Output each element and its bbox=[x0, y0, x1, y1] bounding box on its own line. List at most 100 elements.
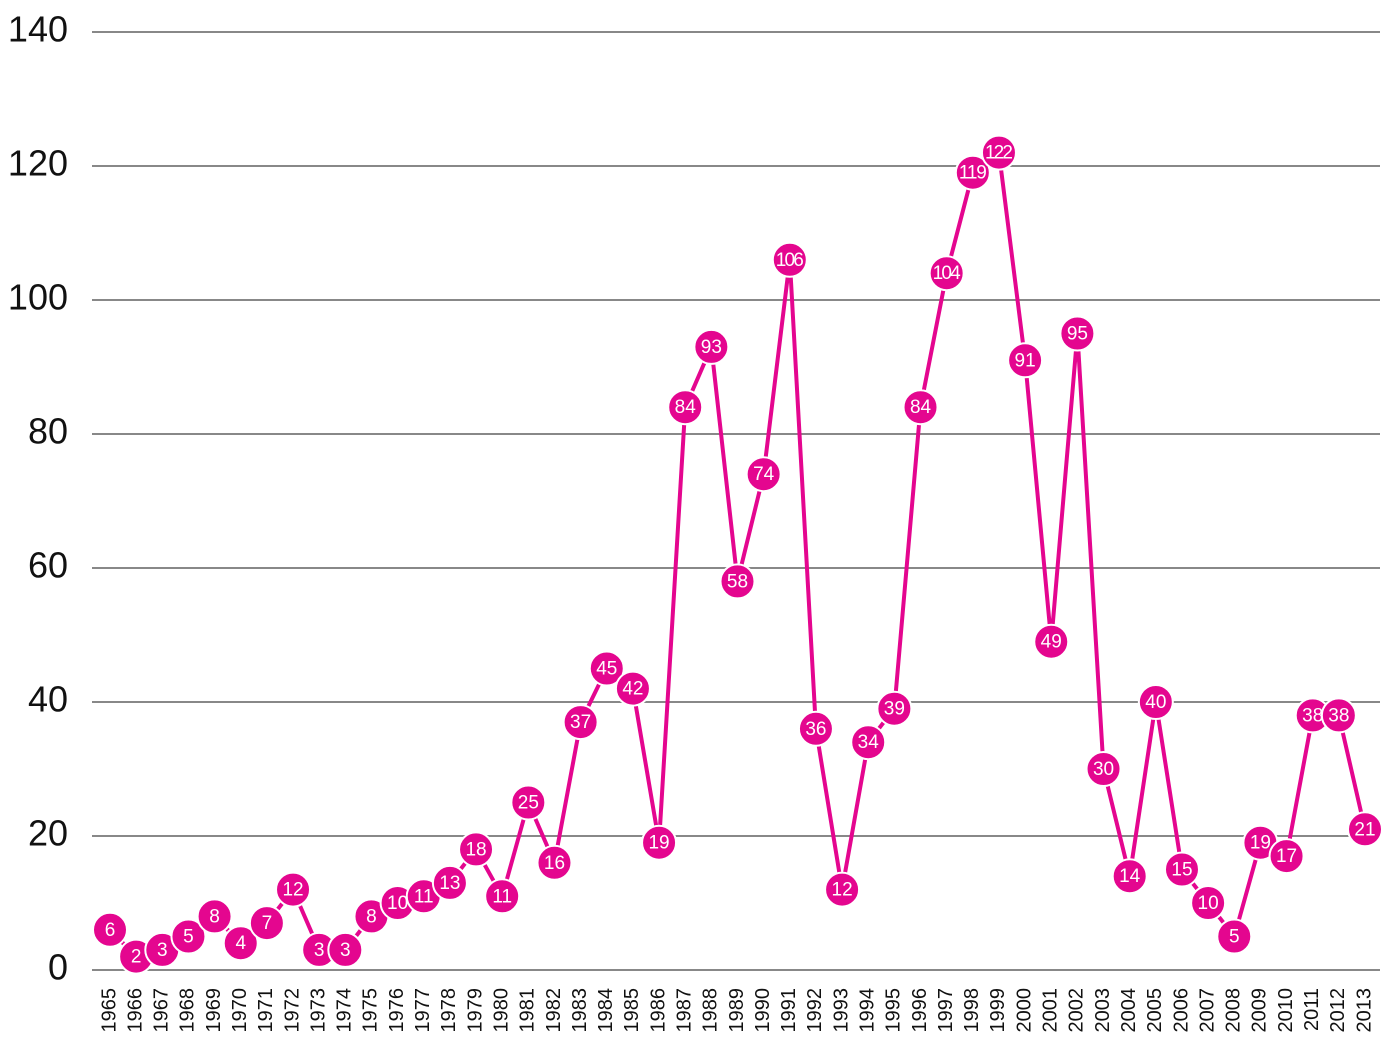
data-label: 25 bbox=[518, 793, 539, 814]
data-point bbox=[928, 255, 965, 292]
x-tick-label: 1993 bbox=[830, 988, 852, 1033]
data-label: 13 bbox=[439, 873, 460, 894]
x-tick-label: 1992 bbox=[804, 988, 826, 1033]
x-tick-label: 1984 bbox=[595, 988, 617, 1033]
data-point bbox=[614, 670, 651, 707]
data-point bbox=[1268, 838, 1305, 875]
x-tick-label: 1991 bbox=[778, 988, 800, 1033]
y-tick-label: 0 bbox=[48, 947, 68, 988]
data-label: 38 bbox=[1328, 705, 1349, 726]
data-label: 106 bbox=[776, 250, 804, 271]
data-label: 16 bbox=[544, 853, 565, 874]
data-label: 119 bbox=[959, 163, 987, 184]
y-tick-label: 60 bbox=[28, 545, 68, 586]
x-tick-label: 1972 bbox=[281, 988, 303, 1033]
x-tick-label: 1995 bbox=[883, 988, 905, 1033]
x-tick-label: 1994 bbox=[857, 988, 879, 1033]
data-point bbox=[484, 878, 521, 915]
data-label: 34 bbox=[858, 732, 880, 753]
data-point bbox=[327, 931, 364, 968]
data-point bbox=[1163, 851, 1200, 888]
data-point bbox=[1347, 811, 1383, 848]
x-tick-label: 1970 bbox=[229, 988, 251, 1033]
x-tick-label: 1998 bbox=[961, 988, 983, 1033]
data-point bbox=[562, 704, 599, 741]
x-tick-label: 1980 bbox=[490, 988, 512, 1033]
data-label: 15 bbox=[1171, 860, 1192, 881]
data-label: 10 bbox=[1198, 893, 1219, 914]
data-label: 37 bbox=[570, 712, 591, 733]
x-tick-label: 1983 bbox=[569, 988, 591, 1033]
data-point bbox=[954, 154, 991, 191]
data-point bbox=[222, 925, 259, 962]
x-tick-label: 1976 bbox=[386, 988, 408, 1033]
data-label: 2 bbox=[131, 947, 142, 968]
data-point bbox=[431, 864, 468, 901]
data-label: 36 bbox=[805, 719, 826, 740]
data-label: 38 bbox=[1302, 705, 1323, 726]
x-tick-label: 2006 bbox=[1170, 988, 1192, 1033]
y-tick-label: 20 bbox=[28, 813, 68, 854]
x-tick-label: 1990 bbox=[752, 988, 774, 1033]
y-tick-label: 40 bbox=[28, 679, 68, 720]
data-label: 21 bbox=[1354, 819, 1375, 840]
data-label: 30 bbox=[1093, 759, 1114, 780]
x-tick-label: 2013 bbox=[1353, 988, 1375, 1033]
data-point bbox=[693, 328, 730, 365]
x-tick-label: 1968 bbox=[177, 988, 199, 1033]
x-tick-label: 1997 bbox=[935, 988, 957, 1033]
data-label: 3 bbox=[340, 940, 351, 961]
data-label: 40 bbox=[1145, 692, 1166, 713]
data-point bbox=[902, 389, 939, 426]
data-label: 14 bbox=[1119, 866, 1141, 887]
data-point bbox=[1111, 858, 1148, 895]
data-label: 84 bbox=[910, 397, 932, 418]
data-label: 104 bbox=[933, 263, 961, 284]
x-tick-label: 1996 bbox=[909, 988, 931, 1033]
x-tick-label: 1974 bbox=[334, 988, 356, 1033]
data-point bbox=[850, 724, 887, 761]
x-tick-label: 2012 bbox=[1327, 988, 1349, 1033]
data-label: 6 bbox=[105, 920, 116, 941]
data-point bbox=[196, 898, 233, 935]
data-label: 91 bbox=[1015, 350, 1036, 371]
data-point bbox=[980, 134, 1017, 171]
data-point bbox=[719, 563, 756, 600]
data-point bbox=[1059, 315, 1096, 352]
y-tick-label: 80 bbox=[28, 411, 68, 452]
x-tick-label: 1965 bbox=[98, 988, 120, 1033]
data-point bbox=[667, 389, 704, 426]
data-label: 18 bbox=[465, 839, 486, 860]
data-point bbox=[824, 871, 861, 908]
data-point bbox=[92, 911, 128, 948]
x-tick-label: 2011 bbox=[1301, 988, 1323, 1031]
x-tick-label: 1969 bbox=[203, 988, 225, 1033]
data-label: 122 bbox=[985, 143, 1013, 164]
data-label: 4 bbox=[235, 933, 246, 954]
data-label: 8 bbox=[366, 906, 377, 927]
data-point bbox=[745, 456, 782, 493]
data-label: 95 bbox=[1067, 324, 1088, 345]
data-point bbox=[641, 824, 678, 861]
data-label: 17 bbox=[1276, 846, 1297, 867]
data-point bbox=[771, 241, 808, 278]
data-label: 8 bbox=[209, 906, 220, 927]
data-label: 42 bbox=[622, 679, 643, 700]
data-point bbox=[1216, 918, 1253, 955]
data-label: 58 bbox=[727, 571, 748, 592]
data-point bbox=[1190, 885, 1227, 921]
x-tick-label: 2005 bbox=[1144, 988, 1166, 1033]
x-tick-label: 1966 bbox=[124, 988, 146, 1033]
x-tick-label: 1975 bbox=[360, 988, 382, 1033]
data-label: 49 bbox=[1041, 632, 1062, 653]
data-label: 5 bbox=[1229, 927, 1240, 948]
data-label: 84 bbox=[675, 397, 697, 418]
x-tick-label: 2004 bbox=[1118, 988, 1140, 1033]
data-point bbox=[588, 650, 625, 687]
data-point bbox=[458, 831, 495, 868]
data-label: 19 bbox=[1250, 833, 1271, 854]
x-tick-label: 2003 bbox=[1092, 988, 1114, 1033]
data-point bbox=[510, 784, 547, 821]
y-tick-label: 100 bbox=[8, 277, 68, 318]
